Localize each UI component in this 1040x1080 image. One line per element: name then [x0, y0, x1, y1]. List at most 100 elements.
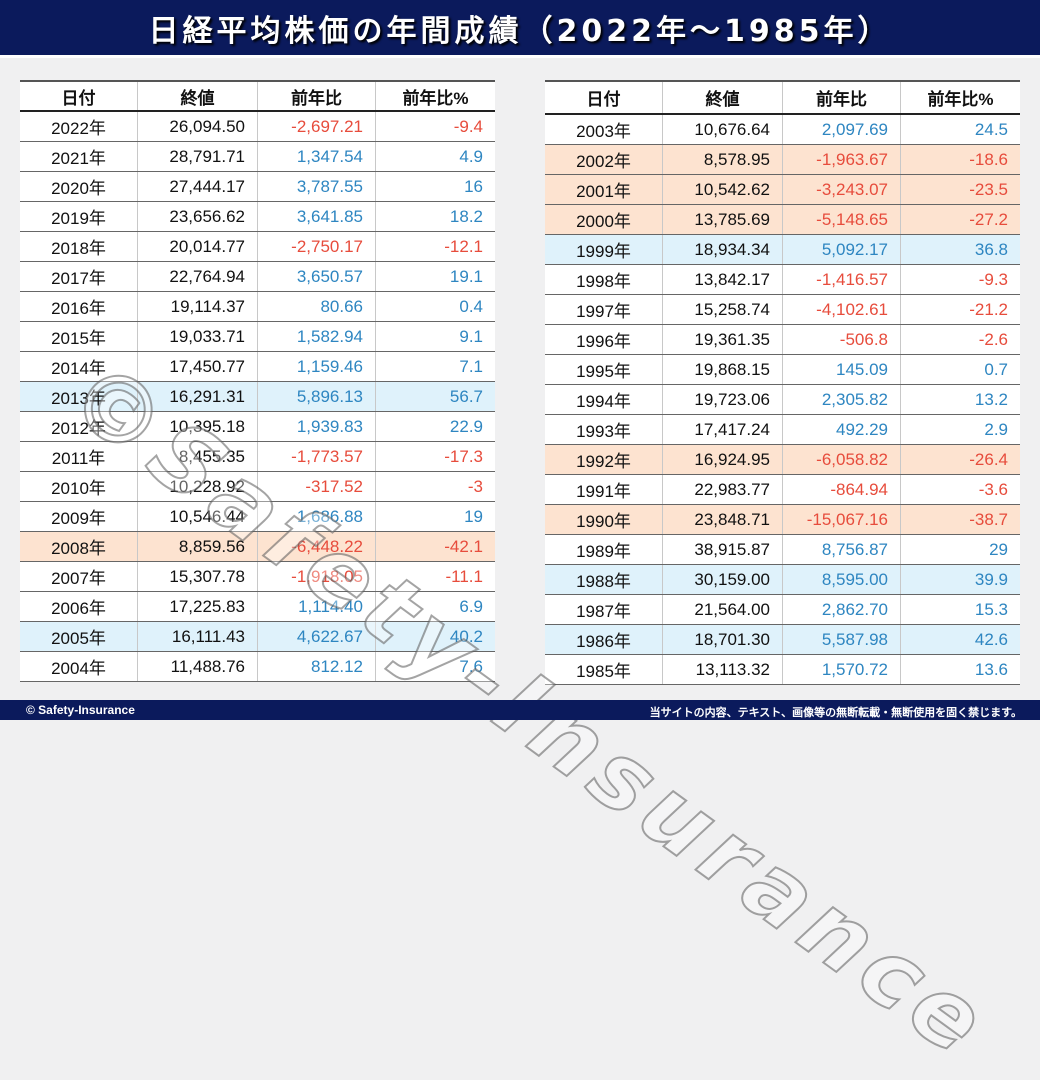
table-body-right: 2003年 10,676.64 2,097.69 24.5 2002年 8,578.95-…: [545, 115, 1020, 685]
cell-diff: 3,787.55: [258, 172, 376, 201]
cell-date: 1989年: [545, 535, 663, 564]
cell-diff: -1,918.05: [258, 562, 376, 591]
cell-pct: 39.9: [974, 569, 1008, 589]
header-date: 日付: [20, 82, 138, 110]
cell-date: 1994年: [545, 385, 663, 414]
cell-date: 2008年: [20, 532, 138, 561]
cell-close: 30,159.00: [663, 565, 783, 594]
cell-pct: -27.2: [969, 209, 1008, 229]
cell-pct: 22.9: [449, 416, 483, 436]
cell-close: 10,676.64: [663, 115, 783, 144]
cell-close: 18,701.30: [663, 625, 783, 654]
table-row: 2022年 26,094.50 -2,697.21 -9.4: [20, 112, 495, 142]
cell-pct: 19: [464, 506, 483, 526]
cell-pct: 0.7: [984, 359, 1008, 379]
cell-close: 16,924.95: [663, 445, 783, 474]
cell-diff: -1,773.57: [258, 442, 376, 471]
cell-pct: 13.6: [974, 659, 1008, 679]
table-row: 2003年 10,676.64 2,097.69 24.5: [545, 115, 1020, 145]
cell-date: 1998年: [545, 265, 663, 294]
cell-close: 26,094.50: [138, 112, 258, 141]
cell-diff: 1,582.94: [258, 322, 376, 351]
cell-date: 2010年: [20, 472, 138, 501]
table-row: 2019年 23,656.62 3,641.85 18.2: [20, 202, 495, 232]
cell-date: 2000年: [545, 205, 663, 234]
cell-close: 23,848.71: [663, 505, 783, 534]
cell-close: 20,014.77: [138, 232, 258, 261]
cell-date: 1987年: [545, 595, 663, 624]
cell-pct: 18.2: [449, 206, 483, 226]
cell-date: 2016年: [20, 292, 138, 321]
cell-pct: -9.3: [978, 269, 1008, 289]
cell-date: 2006年: [20, 592, 138, 621]
cell-date: 2011年: [20, 442, 138, 471]
cell-pct: 16: [464, 176, 483, 196]
cell-date: 2001年: [545, 175, 663, 204]
table-row: 2007年 15,307.78 -1,918.05 -11.1: [20, 562, 495, 592]
table-row: 1986年 18,701.30 5,587.98 42.6: [545, 625, 1020, 655]
cell-diff: 3,641.85: [258, 202, 376, 231]
cell-diff: 1,114.40: [258, 592, 376, 621]
cell-diff: 80.66: [258, 292, 376, 321]
cell-diff: -3,243.07: [783, 175, 901, 204]
cell-close: 18,934.34: [663, 235, 783, 264]
table-row: 2001年 10,542.62 -3,243.07 -23.5: [545, 175, 1020, 205]
cell-date: 2012年: [20, 412, 138, 441]
cell-close: 38,915.87: [663, 535, 783, 564]
table-body-left: 2022年 26,094.50 -2,697.21 -9.4 2021年 28,791.7…: [20, 112, 495, 682]
cell-date: 1996年: [545, 325, 663, 354]
cell-diff: -2,697.21: [258, 112, 376, 141]
cell-date: 2019年: [20, 202, 138, 231]
cell-diff: 1,570.72: [783, 655, 901, 684]
cell-diff: -15,067.16: [783, 505, 901, 534]
cell-pct: 2.9: [984, 419, 1008, 439]
table-row: 1987年 21,564.00 2,862.70 15.3: [545, 595, 1020, 625]
table-row: 1995年 19,868.15 145.09 0.7: [545, 355, 1020, 385]
table-header: 日付 終値 前年比 前年比%: [545, 80, 1020, 115]
cell-close: 16,111.43: [138, 622, 258, 651]
cell-pct: 40.2: [449, 626, 483, 646]
title-bar: 日経平均株価の年間成績（2022年～1985年）: [0, 0, 1040, 58]
cell-date: 2020年: [20, 172, 138, 201]
table-row: 2018年 20,014.77 -2,750.17 -12.1: [20, 232, 495, 262]
cell-diff: 8,595.00: [783, 565, 901, 594]
cell-date: 2004年: [20, 652, 138, 681]
cell-diff: 145.09: [783, 355, 901, 384]
cell-pct: -9.4: [453, 116, 483, 136]
cell-diff: 812.12: [258, 652, 376, 681]
cell-close: 10,395.18: [138, 412, 258, 441]
cell-pct: -12.1: [444, 236, 483, 256]
cell-diff: 1,686.88: [258, 502, 376, 531]
cell-date: 2007年: [20, 562, 138, 591]
cell-date: 2005年: [20, 622, 138, 651]
cell-close: 19,114.37: [138, 292, 258, 321]
table-row: 2015年 19,033.71 1,582.94 9.1: [20, 322, 495, 352]
cell-diff: 1,347.54: [258, 142, 376, 171]
cell-close: 19,033.71: [138, 322, 258, 351]
cell-date: 2021年: [20, 142, 138, 171]
cell-pct: 15.3: [974, 599, 1008, 619]
cell-date: 2014年: [20, 352, 138, 381]
cell-pct: -2.6: [978, 329, 1008, 349]
copyright-notice: 当サイトの内容、テキスト、画像等の無断転載・無断使用を固く禁じます。: [649, 707, 1022, 719]
table-row: 1998年 13,842.17 -1,416.57 -9.3: [545, 265, 1020, 295]
cell-pct: 4.9: [459, 146, 483, 166]
cell-close: 15,307.78: [138, 562, 258, 591]
cell-date: 1993年: [545, 415, 663, 444]
table-row: 2008年 8,859.56 -6,448.22 -42.1: [20, 532, 495, 562]
cell-diff: 5,587.98: [783, 625, 901, 654]
table-row: 2020年 27,444.17 3,787.55 16: [20, 172, 495, 202]
cell-close: 10,228.92: [138, 472, 258, 501]
header-pct: 前年比%: [927, 90, 994, 109]
cell-pct: 19.1: [449, 266, 483, 286]
table-row: 2006年 17,225.83 1,114.40 6.9: [20, 592, 495, 622]
cell-pct: 0.4: [459, 296, 483, 316]
cell-close: 27,444.17: [138, 172, 258, 201]
header-pct: 前年比%: [402, 88, 469, 108]
cell-close: 11,488.76: [138, 652, 258, 681]
cell-date: 1986年: [545, 625, 663, 654]
cell-date: 2003年: [545, 115, 663, 144]
cell-close: 19,361.35: [663, 325, 783, 354]
copyright-text: © Safety-Insurance: [26, 703, 135, 717]
cell-close: 17,225.83: [138, 592, 258, 621]
